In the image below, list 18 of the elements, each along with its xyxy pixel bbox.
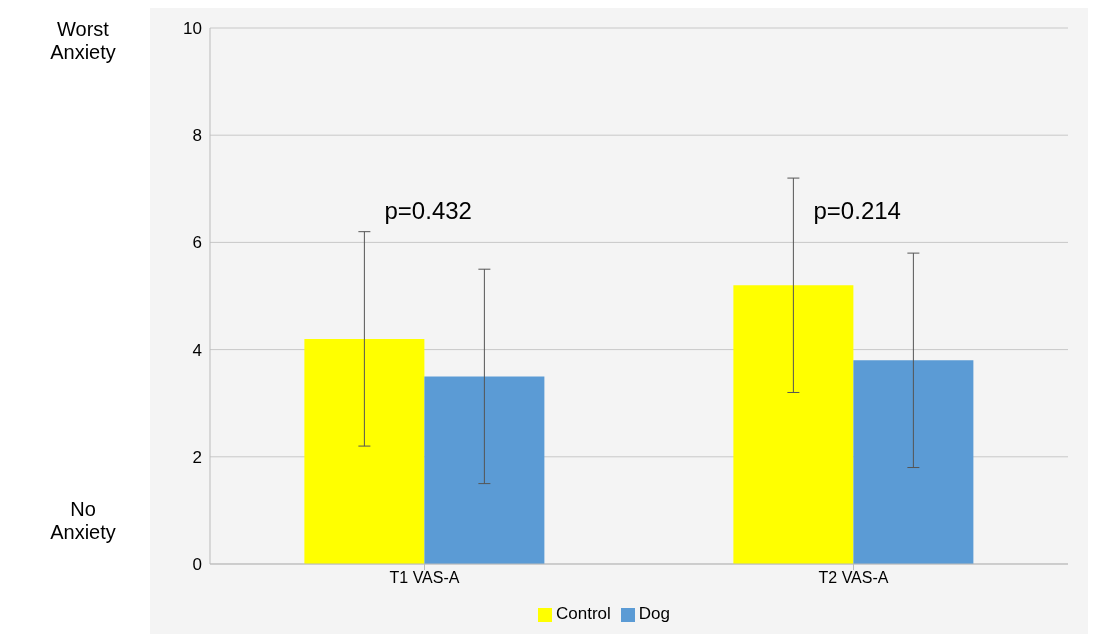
y-tick-label: 0 <box>192 555 202 575</box>
y-tick-label: 10 <box>183 19 202 39</box>
x-tick-label: T2 VAS-A <box>818 569 889 587</box>
annotation: p=0.432 <box>384 196 472 224</box>
text: Worst Anxiety <box>49 18 117 64</box>
y-tick-label: 2 <box>192 447 202 467</box>
y-tick-label: 4 <box>192 340 202 360</box>
legend-label: Dog <box>638 604 670 623</box>
legend-label: Control <box>556 604 611 623</box>
annotation: p=0.214 <box>813 196 901 224</box>
text: No Anxiety <box>49 498 117 544</box>
bar <box>304 338 425 564</box>
bar <box>733 285 854 564</box>
bar <box>853 360 974 564</box>
x-tick-label: T1 VAS-A <box>389 569 460 587</box>
y-tick-label: 8 <box>192 126 202 146</box>
y-tick-label: 6 <box>192 233 202 253</box>
bar <box>424 376 545 564</box>
